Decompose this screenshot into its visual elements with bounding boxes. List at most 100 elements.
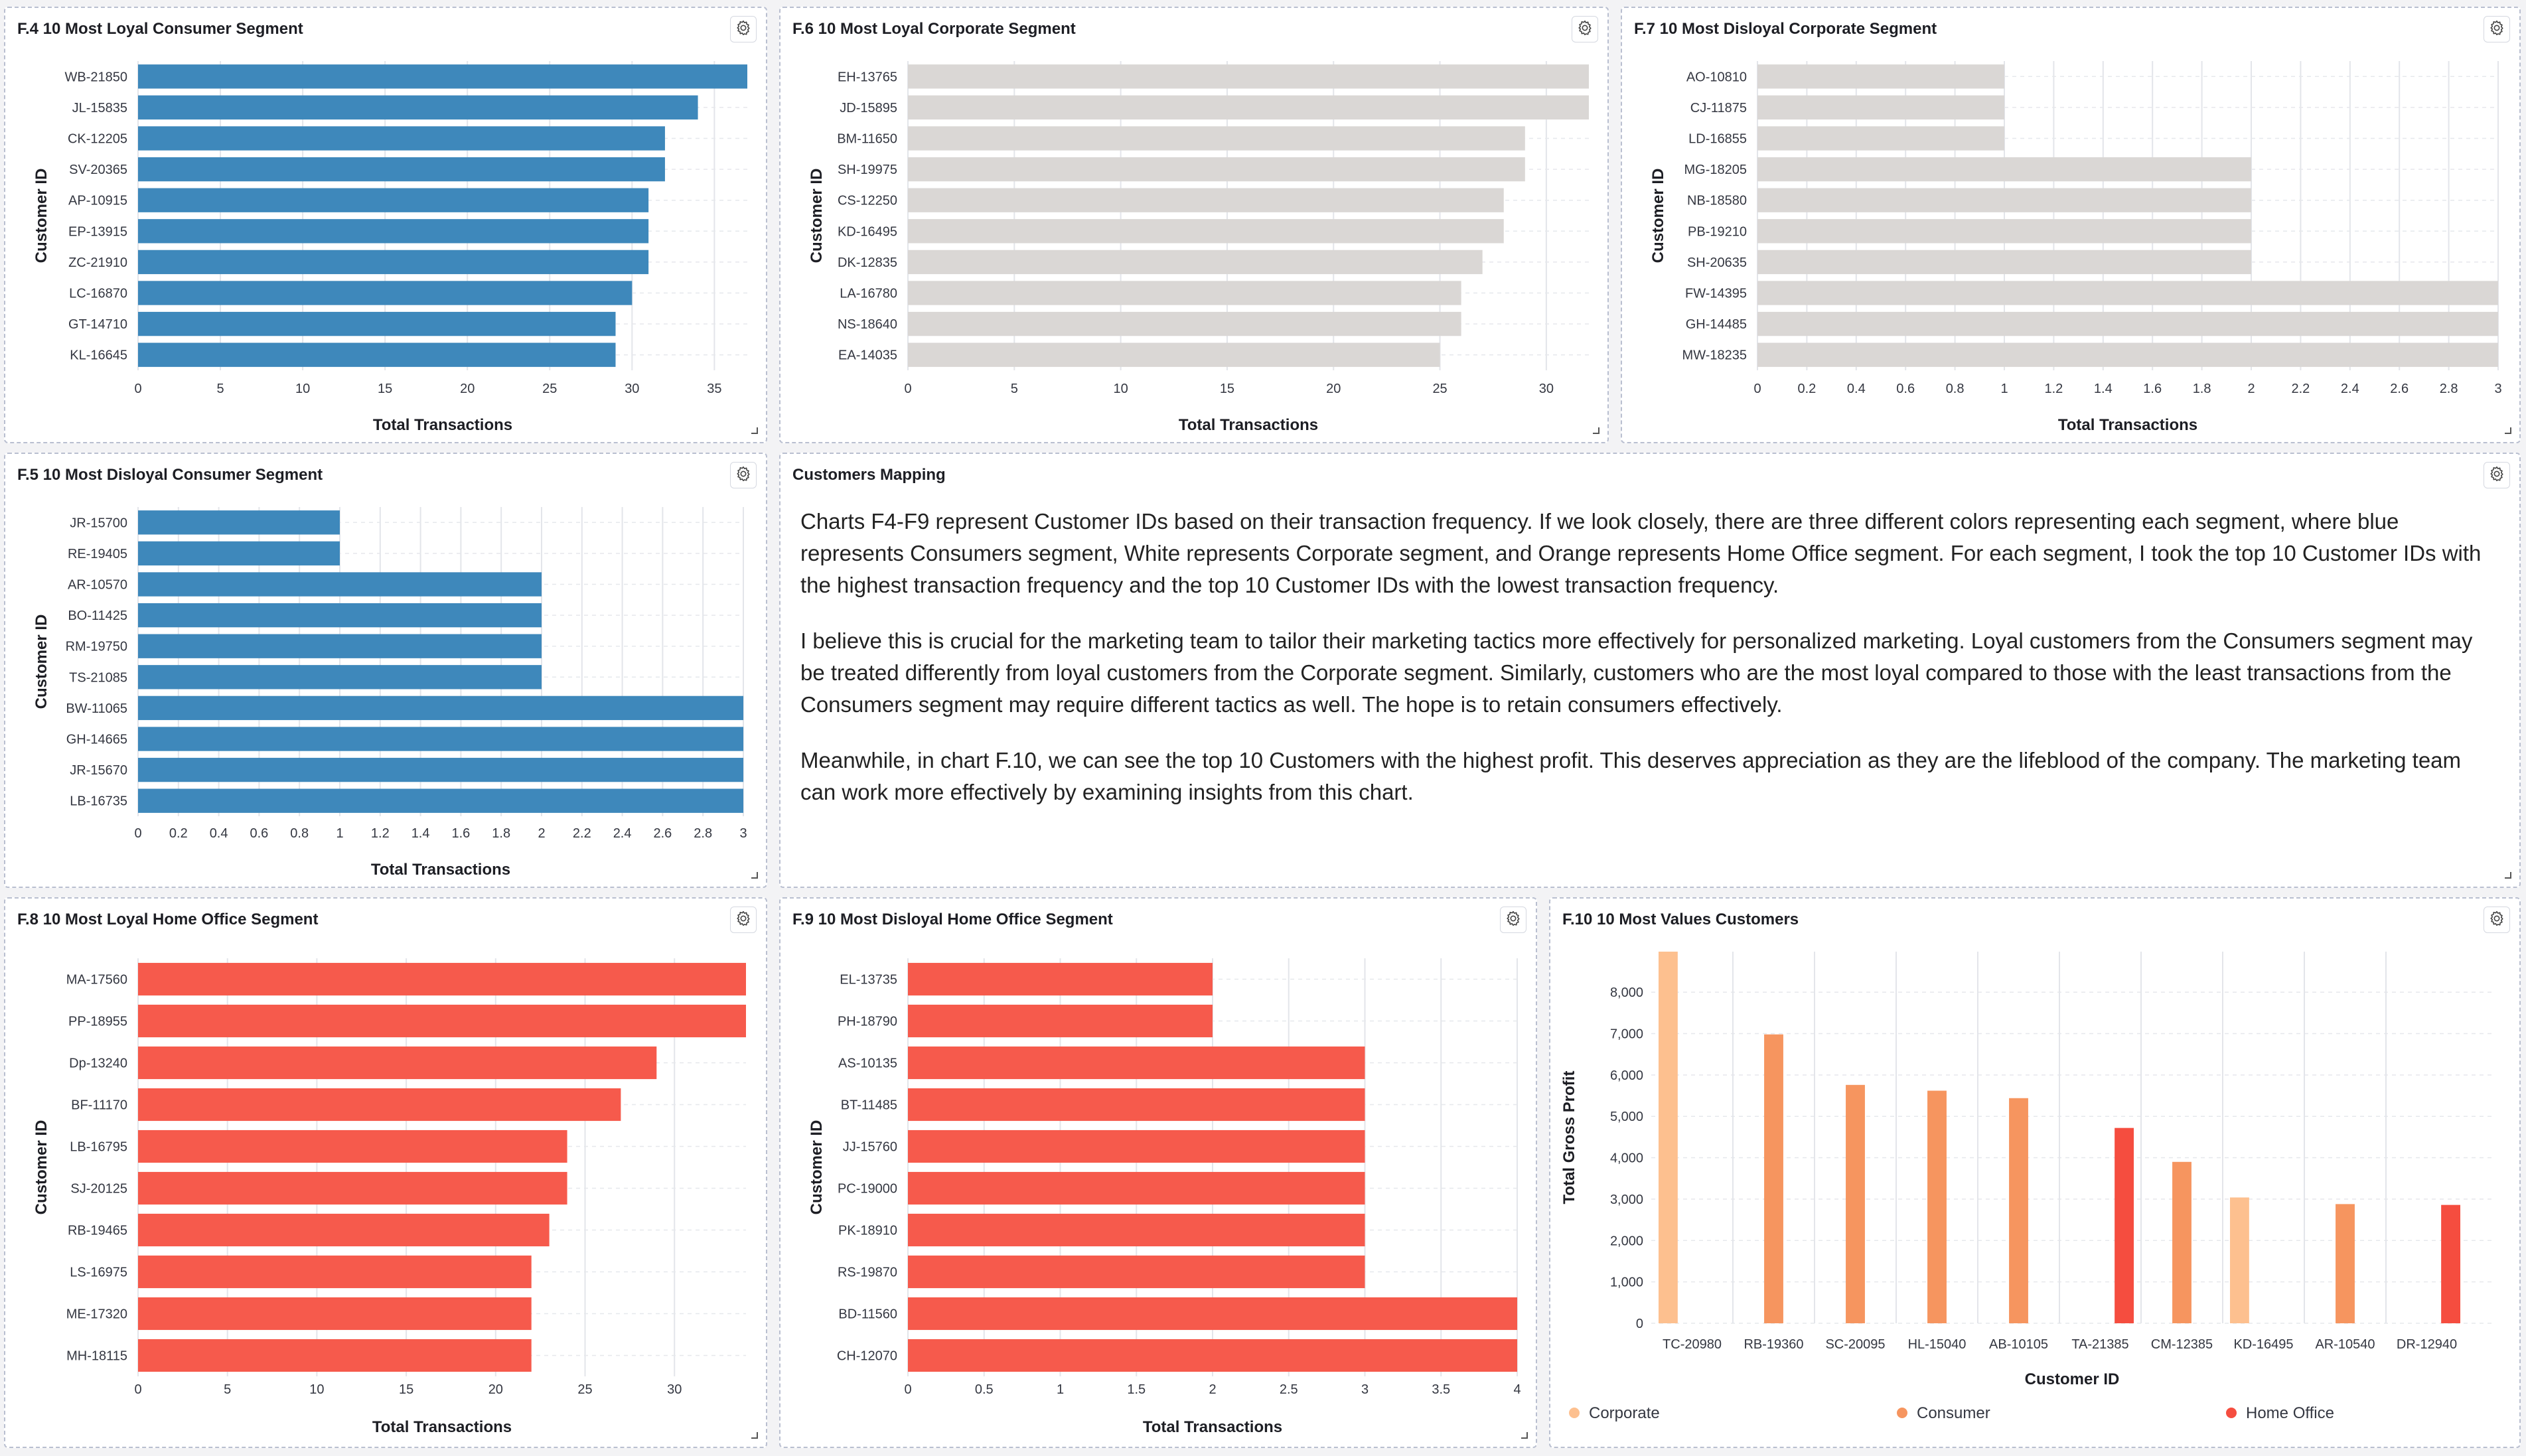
bar	[138, 219, 649, 244]
bar	[908, 1046, 1365, 1080]
bar	[138, 510, 340, 535]
bar	[1757, 126, 2004, 151]
x-tick-label: 0	[904, 1382, 911, 1397]
x-tick-label: 2.4	[2341, 382, 2359, 396]
y-tick-label: RE-19405	[68, 547, 127, 561]
panel-title: F.8 10 Most Loyal Home Office Segment	[17, 910, 319, 928]
settings-button[interactable]	[2484, 907, 2510, 933]
legend-label: Home Office	[2246, 1404, 2334, 1422]
x-tick-label: 0	[1753, 382, 1761, 396]
x-axis-label: Total Transactions	[371, 861, 510, 879]
y-tick-label: WB-21850	[65, 70, 128, 84]
bar	[908, 281, 1461, 305]
x-tick-label: 1.8	[492, 826, 510, 841]
y-tick-label: BD-11560	[838, 1307, 897, 1322]
settings-button[interactable]	[2484, 462, 2510, 488]
x-tick-label: 1	[336, 826, 343, 841]
bar	[1927, 1090, 1947, 1323]
x-tick-label: 0.5	[975, 1382, 994, 1397]
bar	[908, 1339, 1517, 1372]
x-tick-label: 0.4	[210, 826, 228, 841]
x-tick-label: 4	[1513, 1382, 1521, 1397]
settings-button[interactable]	[2484, 16, 2510, 42]
x-tick-label: 0	[134, 1382, 141, 1397]
y-tick-label: LD-16855	[1688, 132, 1747, 147]
y-tick-label: SH-20635	[1687, 255, 1747, 270]
y-tick-label: RB-19465	[68, 1224, 127, 1238]
bar	[1658, 952, 1678, 1323]
panel-title: F.5 10 Most Disloyal Consumer Segment	[17, 466, 323, 484]
y-tick-label: RM-19750	[66, 640, 127, 654]
chart-f6: 0 5 10 15 20 25 30 EH-13765 JD-15895 BM-11650 SH-1…	[808, 61, 1589, 434]
bar	[138, 1297, 532, 1331]
gear-icon	[1505, 910, 1522, 930]
bar	[138, 757, 743, 782]
resize-handle-icon[interactable]	[751, 1432, 758, 1439]
bar	[138, 311, 616, 336]
settings-button[interactable]	[1500, 907, 1526, 933]
bar	[1757, 188, 2251, 212]
x-tick-label: 2	[1209, 1382, 1216, 1397]
resize-handle-icon[interactable]	[751, 872, 758, 879]
settings-button[interactable]	[730, 462, 757, 488]
x-tick-label: 5	[224, 1382, 231, 1397]
y-tick-label: 5,000	[1610, 1110, 1643, 1124]
y-tick-label: NB-18580	[1687, 194, 1747, 208]
y-tick-label: MG-18205	[1684, 163, 1747, 177]
panel-f10: F.10 10 Most Values Customers 0 1,000 2,00…	[1549, 897, 2521, 1448]
bar	[138, 1046, 657, 1080]
x-tick-label: 0.4	[1847, 382, 1866, 396]
x-tick-label: 2	[2247, 382, 2255, 396]
x-tick-label: 2.4	[613, 826, 632, 841]
x-tick-label: AB-10105	[1989, 1337, 2048, 1352]
y-tick-label: KL-16645	[70, 348, 127, 363]
x-axis-label: Total Transactions	[372, 1418, 512, 1436]
mapping-notes: Charts F4-F9 represent Customer IDs base…	[800, 506, 2486, 832]
y-tick-label: SH-19975	[838, 163, 897, 177]
resize-handle-icon[interactable]	[1521, 1432, 1528, 1439]
panel-f7: F.7 10 Most Disloyal Corporate Segment 0…	[1621, 7, 2521, 443]
chart-f7: 0 0.2 0.4 0.6 0.8 1 1.2 1.4 1.6 1.8 2 2.2 2.4 2.6 2.8 3…	[1649, 61, 2502, 434]
bar	[908, 188, 1504, 212]
bar	[1757, 64, 2004, 89]
y-tick-label: AO-10810	[1686, 70, 1747, 84]
panel-f4: F.4 10 Most Loyal Consumer Segment 0 5 10 1…	[4, 7, 767, 443]
y-tick-label: BT-11485	[841, 1098, 897, 1113]
settings-button[interactable]	[730, 16, 757, 42]
legend-swatch	[1569, 1408, 1580, 1418]
bar	[908, 1297, 1517, 1331]
y-axis-label: Customer ID	[33, 169, 50, 263]
panel-title: Customers Mapping	[792, 466, 946, 484]
bar	[138, 281, 632, 305]
x-tick-label: 20	[488, 1382, 503, 1397]
y-tick-label: Dp-13240	[69, 1056, 127, 1071]
y-tick-label: JD-15895	[840, 101, 897, 115]
y-tick-label: 3,000	[1610, 1193, 1643, 1207]
settings-button[interactable]	[1572, 16, 1598, 42]
resize-handle-icon[interactable]	[2505, 427, 2511, 434]
settings-button[interactable]	[730, 907, 757, 933]
y-tick-label: LB-16735	[70, 794, 127, 809]
bar	[138, 634, 542, 658]
chart-f8: 0 5 10 15 20 25 30 MA-17560 PP-18955 Dp-13240 BF-1…	[33, 958, 746, 1436]
y-tick-label: GT-14710	[68, 317, 127, 332]
resize-handle-icon[interactable]	[751, 427, 758, 434]
x-tick-label: TC-20980	[1663, 1337, 1722, 1352]
bar	[908, 64, 1589, 89]
bar	[908, 126, 1525, 151]
bar	[138, 665, 542, 690]
bar	[1757, 311, 2498, 336]
x-tick-label: 1.6	[451, 826, 470, 841]
y-tick-label: JR-15700	[70, 516, 127, 530]
resize-handle-icon[interactable]	[1593, 427, 1599, 434]
y-tick-label: LB-16795	[70, 1140, 127, 1155]
x-tick-label: 0.6	[250, 826, 268, 841]
resize-handle-icon[interactable]	[2505, 872, 2511, 879]
bar	[138, 1255, 532, 1289]
x-axis-label: Customer ID	[2025, 1370, 2120, 1388]
gear-icon	[1576, 19, 1594, 40]
x-tick-label: 10	[309, 1382, 324, 1397]
bar	[1757, 157, 2251, 182]
x-axis-label: Total Transactions	[1179, 416, 1318, 434]
bar	[1846, 1084, 1865, 1323]
